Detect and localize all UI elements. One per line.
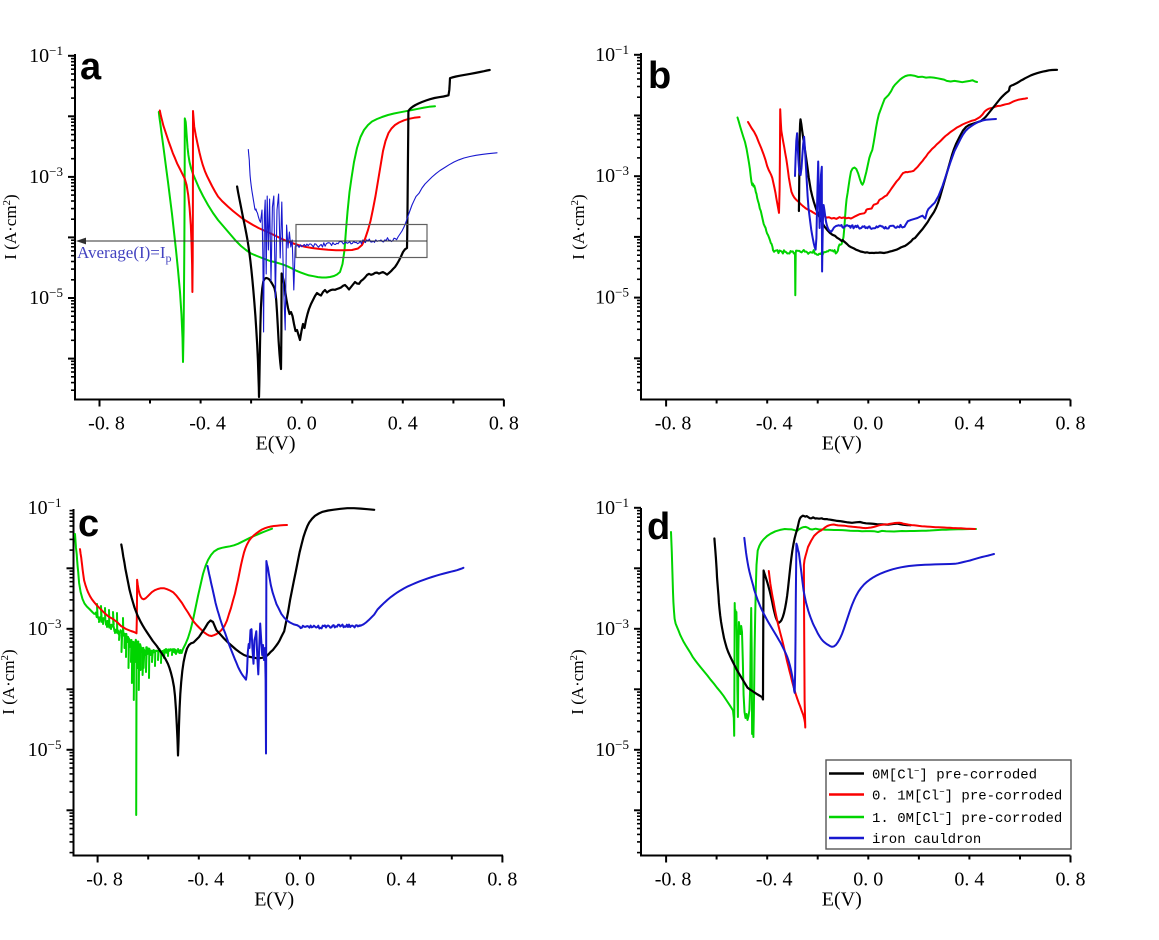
svg-text:E(V): E(V) xyxy=(822,889,862,911)
svg-text:Average(I)=Ip: Average(I)=Ip xyxy=(77,243,172,265)
svg-text:-0. 8: -0. 8 xyxy=(655,413,692,435)
svg-text:-0. 4: -0. 4 xyxy=(756,869,793,891)
svg-text:-0. 8: -0. 8 xyxy=(655,869,692,891)
svg-text:-0. 8: -0. 8 xyxy=(88,413,125,435)
svg-text:I (A·cm2): I (A·cm2) xyxy=(0,649,18,714)
svg-text:I (A·cm2): I (A·cm2) xyxy=(568,649,587,714)
svg-text:E(V): E(V) xyxy=(254,889,294,911)
svg-text:0. 4: 0. 4 xyxy=(388,413,418,435)
svg-text:0. 8: 0. 8 xyxy=(1056,869,1086,891)
svg-text:0. 4: 0. 4 xyxy=(386,869,416,891)
svg-text:0. 0: 0. 0 xyxy=(287,413,317,435)
svg-text:d: d xyxy=(647,506,670,548)
svg-text:1. 0M[Cl−] pre-corroded: 1. 0M[Cl−] pre-corroded xyxy=(872,810,1062,827)
svg-text:10−3: 10−3 xyxy=(29,164,63,188)
svg-text:0M[Cl−] pre-corroded: 0M[Cl−] pre-corroded xyxy=(872,767,1037,784)
svg-text:0. 0: 0. 0 xyxy=(853,413,883,435)
svg-text:-0. 4: -0. 4 xyxy=(189,413,226,435)
svg-text:b: b xyxy=(648,55,671,97)
svg-text:I (A·cm2): I (A·cm2) xyxy=(1,194,20,259)
svg-text:0. 8: 0. 8 xyxy=(1056,413,1086,435)
svg-text:E(V): E(V) xyxy=(822,433,862,455)
svg-text:0. 4: 0. 4 xyxy=(954,413,984,435)
svg-text:10−3: 10−3 xyxy=(28,616,62,640)
svg-text:c: c xyxy=(78,503,99,545)
svg-text:0. 8: 0. 8 xyxy=(489,413,519,435)
svg-text:-0. 4: -0. 4 xyxy=(756,413,793,435)
svg-text:-0. 4: -0. 4 xyxy=(187,869,224,891)
svg-text:a: a xyxy=(80,46,102,88)
svg-text:0. 1M[Cl−] pre-corroded: 0. 1M[Cl−] pre-corroded xyxy=(872,788,1062,805)
svg-text:10−5: 10−5 xyxy=(595,285,629,309)
svg-text:-0. 8: -0. 8 xyxy=(86,869,123,891)
svg-text:iron cauldron: iron cauldron xyxy=(872,832,981,848)
svg-text:0. 0: 0. 0 xyxy=(285,869,315,891)
svg-text:I (A·cm2): I (A·cm2) xyxy=(569,194,588,259)
svg-text:10−5: 10−5 xyxy=(29,285,63,309)
svg-text:E(V): E(V) xyxy=(256,433,296,455)
svg-text:0. 8: 0. 8 xyxy=(487,869,517,891)
svg-text:10−1: 10−1 xyxy=(595,42,629,66)
svg-text:0. 0: 0. 0 xyxy=(853,869,883,891)
svg-text:0. 4: 0. 4 xyxy=(954,869,984,891)
